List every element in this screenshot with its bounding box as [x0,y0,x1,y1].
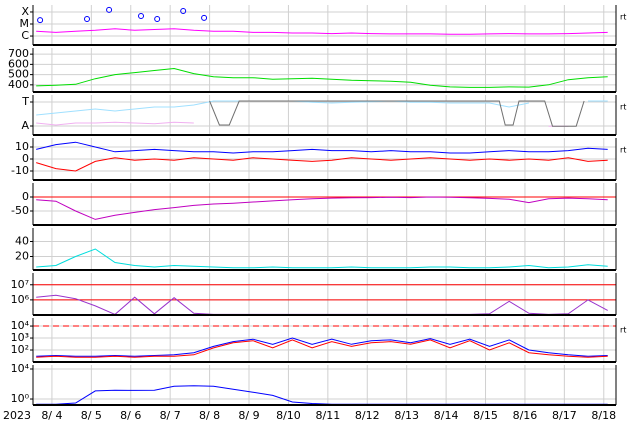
y-tick-label: 10⁷ [11,278,29,291]
flare-marker [37,17,44,24]
data-line [36,339,608,358]
flare-marker [180,8,187,15]
data-line [36,196,608,220]
y-tick-label: 10 [15,140,29,153]
x-tick-label: 8/ 9 [238,409,259,422]
plot-area [36,67,608,88]
panel-note: rt [620,103,626,112]
y-tick-label: 10³ [11,331,29,344]
y-tick-label: M [20,17,30,30]
x-tick-label: 8/ 8 [199,409,220,422]
x-tick-label: 8/17 [552,409,577,422]
y-tick-label: 10⁴ [11,362,30,375]
y-tick-label: 600 [8,57,29,70]
plot-area [36,100,608,127]
y-tick-label: 0 [22,190,29,203]
y-tick-label: 0 [22,152,29,165]
x-tick-label: 8/15 [473,409,498,422]
y-tick-label: A [21,119,29,132]
y-tick-label: -50 [11,204,29,217]
data-line [36,141,608,154]
x-tick-label: 8/12 [355,409,380,422]
y-tick-label: 20 [15,250,29,263]
y-tick-label: 10⁴ [11,319,30,332]
x-tick-label: 8/18 [591,409,616,422]
x-tick-label: 8/ 5 [81,409,102,422]
y-tick-label: 10⁰ [11,392,30,405]
flare-marker [84,16,91,23]
y-tick-label: 40 [15,235,29,248]
x-tick-label: 8/16 [513,409,538,422]
y-tick-label: 700 [8,47,29,60]
data-line [36,28,608,35]
y-tick-label: -10 [11,164,29,177]
panel-note: rt [620,13,626,22]
x-tick-label: 8/14 [434,409,459,422]
plot-area [36,196,608,220]
flare-marker [138,13,145,20]
plot-area [36,141,608,172]
x-tick-label: 8/10 [276,409,301,422]
x-tick-label: 8/ 4 [41,409,62,422]
x-tick-label: 8/ 6 [120,409,141,422]
x-tick-label: 8/ 7 [160,409,181,422]
data-line [36,337,608,357]
y-tick-label: 400 [8,78,29,91]
flare-marker [201,14,208,21]
y-tick-label: C [21,29,29,42]
y-tick-label: 10² [11,343,29,356]
plot-area [36,248,608,269]
data-line [209,100,585,127]
x-tick-label: 8/11 [315,409,340,422]
panel-note: rt [620,326,626,335]
x-tick-label: 8/13 [394,409,419,422]
data-line [36,67,608,88]
flare-marker [106,6,113,13]
flare-marker [154,16,161,23]
panel-note: rt [620,146,626,155]
y-tick-label: 10⁶ [11,293,30,306]
data-line [36,157,608,172]
y-tick-label: X [21,5,29,18]
plot-area [36,337,608,358]
year-label: 2023 [3,409,31,422]
y-tick-label: T [21,95,29,108]
y-tick-label: 500 [8,68,29,81]
plot-area [36,6,608,35]
data-line [36,248,608,269]
